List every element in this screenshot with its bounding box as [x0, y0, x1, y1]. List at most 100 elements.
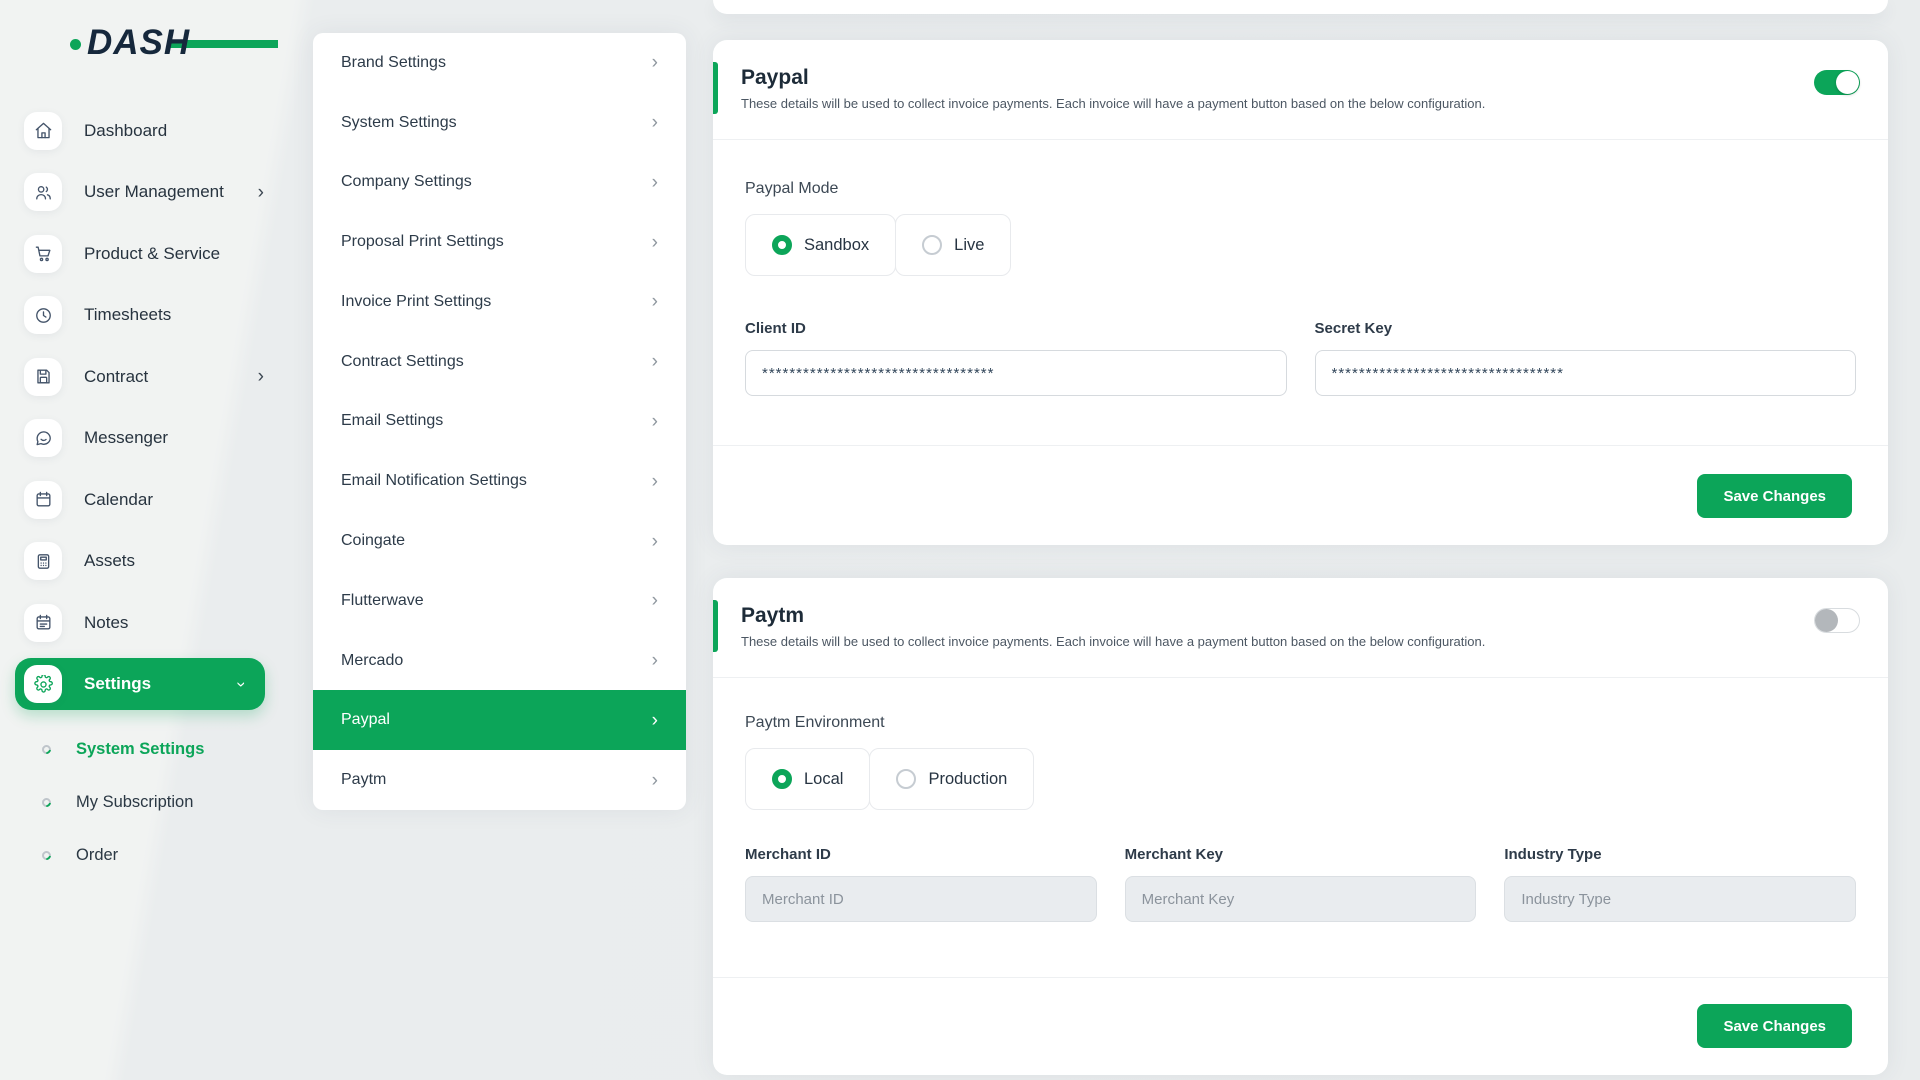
menu-item-label: Company Settings	[341, 173, 472, 191]
menu-item-company-settings[interactable]: Company Settings ›	[313, 153, 686, 213]
sidebar-item-messenger[interactable]: Messenger	[0, 408, 290, 470]
menu-item-proposal-print-settings[interactable]: Proposal Print Settings ›	[313, 212, 686, 272]
bullet-icon	[40, 743, 53, 756]
sidebar-menu: Dashboard User Management › Product & Se…	[0, 100, 290, 882]
paypal-mode-label: Paypal Mode	[745, 180, 839, 197]
sidebar-subitem-my-subscription[interactable]: My Subscription	[0, 776, 290, 829]
secret-key-field-group: Secret Key	[1314, 320, 1856, 396]
sidebar-item-label: Product & Service	[84, 243, 221, 263]
paypal-enable-toggle[interactable]	[1814, 70, 1860, 95]
radio-label: Live	[954, 235, 985, 254]
contract-icon	[24, 357, 62, 396]
home-icon	[24, 111, 62, 150]
secret-key-input[interactable]	[1314, 350, 1856, 396]
menu-item-label: Brand Settings	[341, 53, 446, 71]
paytm-enable-toggle[interactable]	[1814, 608, 1860, 633]
accent-bar	[713, 600, 718, 652]
menu-item-label: System Settings	[341, 113, 457, 131]
sidebar-item-product-service[interactable]: Product & Service	[0, 223, 290, 285]
menu-item-paytm[interactable]: Paytm ›	[313, 750, 686, 810]
chevron-right-icon: ›	[651, 112, 658, 134]
toggle-knob	[1836, 71, 1859, 94]
paypal-description: These details will be used to collect in…	[741, 96, 1486, 112]
calendar-icon	[24, 480, 62, 519]
sidebar-item-contract[interactable]: Contract ›	[0, 346, 290, 408]
paypal-fields: Client ID Secret Key	[745, 320, 1856, 396]
menu-item-label: Paypal	[341, 711, 390, 729]
sidebar-item-assets[interactable]: Assets	[0, 531, 290, 593]
sidebar-item-settings[interactable]: Settings ›	[15, 658, 265, 711]
radio-option-production[interactable]: Production	[869, 748, 1035, 810]
sidebar-item-calendar[interactable]: Calendar	[0, 469, 290, 531]
chevron-right-icon: ›	[651, 650, 658, 672]
chevron-right-icon: ›	[651, 530, 658, 552]
menu-item-label: Coingate	[341, 532, 406, 549]
main-content: Paypal These details will be used to col…	[713, 0, 1888, 1075]
chevron-right-icon: ›	[257, 181, 264, 203]
radio-unselected-icon	[922, 235, 943, 255]
logo-bar-icon	[170, 40, 278, 48]
menu-item-label: Flutterwave	[341, 591, 424, 609]
sidebar-item-label: Settings	[84, 674, 152, 694]
paytm-card-body: Paytm Environment Local Production Merch…	[713, 714, 1888, 978]
paytm-fields: Merchant ID Merchant Key Industry Type	[745, 846, 1856, 922]
menu-item-email-notification-settings[interactable]: Email Notification Settings ›	[313, 451, 686, 511]
dash-logo: DASH	[70, 20, 278, 66]
radio-label: Local	[804, 769, 844, 788]
industry-type-input[interactable]	[1504, 876, 1856, 922]
paypal-title: Paypal	[741, 66, 809, 89]
sidebar-subitem-order[interactable]: Order	[0, 829, 290, 882]
paypal-card-body: Paypal Mode Sandbox Live Client ID Secre…	[713, 180, 1888, 446]
paytm-description: These details will be used to collect in…	[741, 634, 1486, 650]
chevron-right-icon: ›	[651, 52, 658, 74]
sidebar-subitem-system-settings[interactable]: System Settings	[0, 723, 290, 776]
chevron-right-icon: ›	[651, 470, 658, 492]
paytm-title: Paytm	[741, 604, 805, 627]
paytm-card-header: Paytm These details will be used to coll…	[713, 578, 1888, 678]
menu-item-system-settings[interactable]: System Settings ›	[313, 93, 686, 153]
toggle-knob	[1815, 609, 1838, 632]
paytm-save-button[interactable]: Save Changes	[1697, 1004, 1852, 1048]
paypal-card-header: Paypal These details will be used to col…	[713, 40, 1888, 140]
radio-option-live[interactable]: Live	[895, 214, 1012, 276]
merchant-key-input[interactable]	[1124, 876, 1477, 922]
sidebar-item-notes[interactable]: Notes	[0, 592, 290, 654]
menu-item-label: Email Notification Settings	[341, 472, 527, 490]
subitem-label: Order	[76, 846, 119, 864]
radio-option-sandbox[interactable]: Sandbox	[745, 214, 897, 276]
menu-item-contract-settings[interactable]: Contract Settings ›	[313, 332, 686, 392]
menu-item-invoice-print-settings[interactable]: Invoice Print Settings ›	[313, 272, 686, 332]
sidebar-item-label: Assets	[84, 551, 136, 571]
chevron-right-icon: ›	[257, 366, 264, 388]
menu-item-paypal[interactable]: Paypal ›	[313, 690, 686, 751]
clock-icon	[24, 296, 62, 335]
menu-item-brand-settings[interactable]: Brand Settings ›	[313, 33, 686, 93]
sidebar-item-user-management[interactable]: User Management ›	[0, 162, 290, 224]
sidebar-item-label: User Management	[84, 182, 224, 202]
paypal-card-footer: Save Changes	[713, 446, 1888, 546]
menu-item-label: Invoice Print Settings	[341, 292, 492, 310]
sidebar-item-label: Dashboard	[84, 120, 168, 140]
sidebar-item-label: Contract	[84, 366, 149, 386]
notes-icon	[24, 603, 62, 642]
menu-item-mercado[interactable]: Mercado ›	[313, 631, 686, 691]
sidebar-item-dashboard[interactable]: Dashboard	[0, 100, 290, 162]
industry-type-label: Industry Type	[1504, 846, 1602, 863]
merchant-id-input[interactable]	[745, 876, 1097, 922]
paypal-save-button[interactable]: Save Changes	[1697, 474, 1852, 518]
radio-option-local[interactable]: Local	[745, 748, 871, 810]
paypal-mode-options: Sandbox Live	[745, 214, 1856, 276]
sidebar-item-label: Calendar	[84, 489, 153, 509]
paypal-card: Paypal These details will be used to col…	[713, 40, 1888, 545]
secret-key-label: Secret Key	[1314, 320, 1393, 337]
client-id-input[interactable]	[745, 350, 1287, 396]
sidebar-item-label: Timesheets	[84, 305, 172, 325]
sidebar-item-label: Messenger	[84, 428, 169, 448]
previous-card-edge	[713, 0, 1888, 14]
menu-item-flutterwave[interactable]: Flutterwave ›	[313, 571, 686, 631]
menu-item-label: Proposal Print Settings	[341, 233, 504, 251]
menu-item-label: Mercado	[341, 651, 404, 669]
sidebar-item-timesheets[interactable]: Timesheets	[0, 285, 290, 347]
menu-item-coingate[interactable]: Coingate ›	[313, 511, 686, 571]
menu-item-email-settings[interactable]: Email Settings ›	[313, 392, 686, 452]
